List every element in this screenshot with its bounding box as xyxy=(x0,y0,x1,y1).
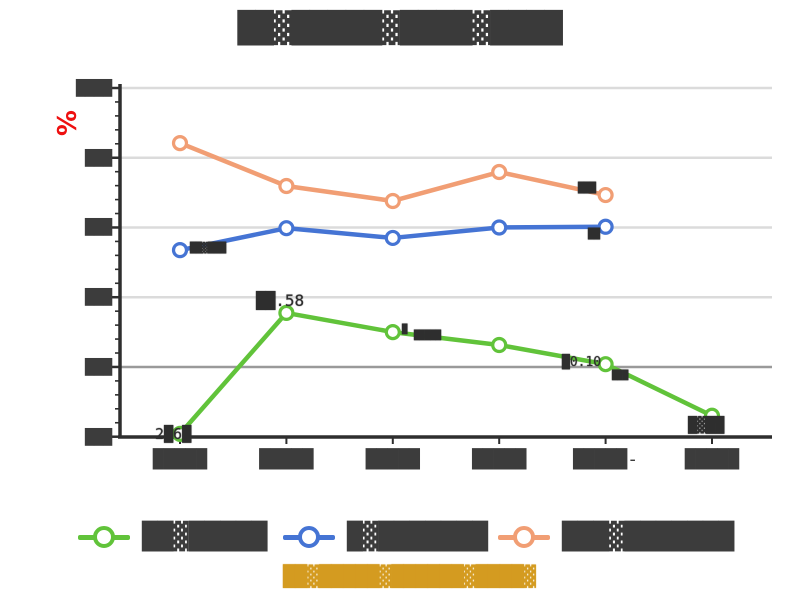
orange-series-data-point-marker xyxy=(597,186,614,204)
x-tick-label: █████ xyxy=(365,449,420,470)
green-series-data-point-marker xyxy=(171,425,189,443)
legend-marker-orange-icon xyxy=(498,522,550,552)
y-tick-label: ███ xyxy=(84,148,112,167)
legend-label: █▓███████ xyxy=(347,522,488,552)
y-tick-label: ███ xyxy=(84,357,112,376)
data-label-garbled: █ xyxy=(402,325,408,335)
orange-series-data-point-marker xyxy=(171,134,189,152)
orange-series-line xyxy=(177,140,608,204)
legend: ██▓█████ █▓███████ ███▓███████ xyxy=(0,522,800,554)
legend-item-blue-series[interactable]: █▓███████ xyxy=(283,522,488,552)
green-series-data-point-marker xyxy=(278,304,295,322)
blue-series-data-point-marker xyxy=(384,229,401,247)
x-tick-label: █████ xyxy=(472,449,527,470)
legend-label: ██▓█████ xyxy=(142,522,268,552)
data-label-garbled: ███ xyxy=(578,183,597,194)
x-tick-label: █████ xyxy=(152,449,208,470)
green-series-data-point-marker xyxy=(597,356,614,373)
y-tick-label: ███ xyxy=(84,288,112,307)
x-tick-label: █████- xyxy=(573,449,639,470)
data-label-garbled: █▓██ xyxy=(688,416,725,434)
y-axis-unit-label: % xyxy=(50,110,80,137)
legend-item-green-series[interactable]: ██▓█████ xyxy=(78,522,267,552)
data-label-garbled: ██ xyxy=(588,229,601,240)
blue-series-data-point-marker xyxy=(171,242,189,259)
blue-series-data-point-marker xyxy=(491,219,508,236)
data-label-garbled: █████ xyxy=(414,331,442,341)
data-label-garbled: ███ xyxy=(612,371,629,381)
green-series-line xyxy=(177,310,715,437)
y-tick-label: ████ xyxy=(75,79,112,97)
legend-label: ███▓███████ xyxy=(562,522,735,552)
orange-series-data-point-marker xyxy=(278,177,295,195)
y-tick-label: ███ xyxy=(84,427,112,446)
legend-item-orange-series[interactable]: ███▓███████ xyxy=(498,522,734,552)
legend-marker-blue-icon xyxy=(283,522,335,552)
source-caption: ██▓█████▓██████▓████▓ xyxy=(283,564,536,588)
green-series-data-point-marker xyxy=(384,323,401,341)
data-label-garbled: ██▓███ xyxy=(190,243,227,254)
blue-series-data-point-marker xyxy=(597,218,614,235)
data-label-garbled: ██.58 xyxy=(256,291,305,310)
orange-series-data-point-marker xyxy=(384,192,401,210)
data-label-garbled: █0.10 xyxy=(562,355,602,370)
x-tick-label: █████ xyxy=(684,449,740,470)
data-label-garbled: 2█6█ xyxy=(155,425,192,443)
legend-marker-green-icon xyxy=(78,522,130,552)
green-series-data-point-marker xyxy=(703,407,721,424)
y-tick-label: ███ xyxy=(84,218,112,237)
blue-series-data-point-marker xyxy=(278,220,295,237)
green-series-data-point-marker xyxy=(491,336,508,354)
chart-title: ██▓█████▓████▓████ xyxy=(237,11,563,46)
orange-series-data-point-marker xyxy=(491,163,508,181)
x-tick-label: █████ xyxy=(259,449,314,470)
